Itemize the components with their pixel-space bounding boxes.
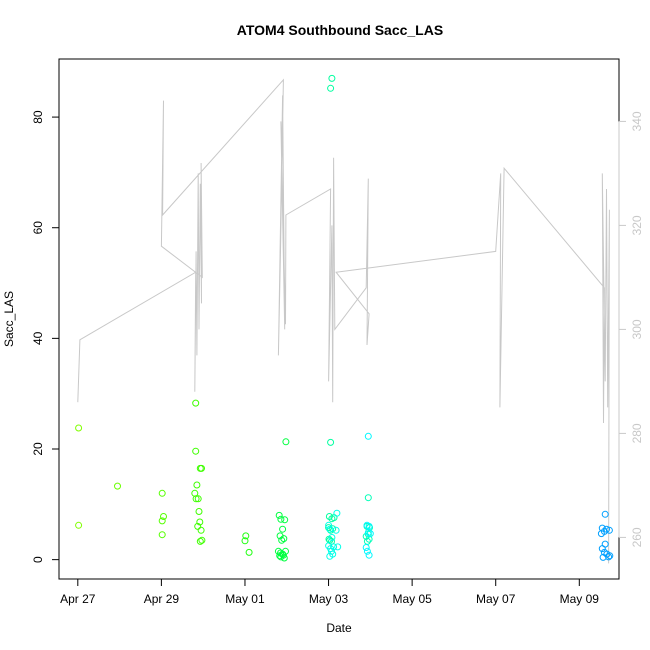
right-axis-line-series	[77, 78, 610, 564]
y-axis-label: Sacc_LAS	[2, 291, 16, 347]
y2-tick-label-0: 260	[630, 527, 644, 547]
scatter-point-5-6	[280, 535, 288, 543]
scatter-point-2-1	[160, 513, 167, 520]
scatter-point-4-0	[242, 532, 250, 540]
scatter-point-8-11	[326, 552, 334, 560]
y-axis-right: 260 280 300 320 340	[618, 111, 644, 547]
scatter-point-5-0	[275, 511, 283, 519]
x-tick-label-0: Apr 27	[60, 592, 96, 606]
scatter-point-5-11	[282, 547, 289, 555]
scatter-point-4-1	[241, 537, 249, 545]
scatter-point-4-2	[245, 548, 253, 556]
scatter-point-6-8	[329, 525, 337, 533]
scatter-point-10-0	[601, 510, 609, 518]
x-axis-label: Date	[326, 621, 352, 635]
scatter-point-9-6	[363, 547, 371, 555]
y-tick-label-1: 20	[31, 442, 45, 456]
scatter-point-3-0	[192, 399, 200, 407]
x-tick-label-6: May 09	[560, 592, 600, 606]
scatter-point-2-3	[158, 531, 166, 539]
scatter-point-5-13	[277, 553, 285, 561]
scatter-point-3-9	[196, 518, 204, 526]
scatter-point-9-0	[364, 432, 372, 440]
scatter-point-10-4	[605, 526, 613, 534]
scatter-point-1-0	[114, 482, 121, 490]
scatter-point-5-3	[279, 525, 287, 533]
scatter-point-8-8	[334, 543, 342, 551]
scatter-point-8-0	[333, 509, 341, 517]
scatter-point-5-15	[282, 438, 290, 446]
scatter-point-8-3	[332, 526, 340, 534]
plot-area	[58, 58, 620, 580]
scatter-point-3-4	[194, 495, 202, 503]
scatter-point-8-7	[330, 543, 338, 551]
scatter-point-7-0	[364, 494, 372, 502]
scatter-point-3-1	[192, 447, 200, 455]
y2-tick-label-3: 320	[630, 215, 644, 235]
scatter-point-6-1	[327, 84, 335, 92]
scatter-point-10-7	[598, 545, 606, 553]
scatter-point-6-2	[327, 438, 335, 446]
scatter-point-8-1	[325, 521, 333, 529]
scatter-point-5-5	[278, 536, 286, 544]
scatter-point-5-2	[281, 516, 289, 524]
scatter-point-10-5	[597, 530, 605, 538]
y-tick-label-0: 0	[31, 556, 45, 563]
chart-title: ATOM4 Southbound Sacc_LAS	[237, 22, 443, 38]
scatter-points	[75, 74, 614, 562]
y2-tick-label-4: 340	[630, 111, 644, 131]
scatter-point-0-0	[75, 424, 83, 432]
scatter-point-3-11	[197, 526, 205, 534]
scatter-point-10-11	[599, 553, 607, 561]
scatter-point-8-4	[328, 534, 336, 541]
x-tick-label-1: Apr 29	[144, 592, 180, 606]
scatter-point-10-12	[606, 552, 614, 560]
y2-tick-label-1: 280	[630, 423, 644, 443]
scatter-point-6-0	[328, 74, 336, 82]
scatter-point-3-7	[195, 508, 203, 515]
y2-tick-label-2: 300	[630, 319, 644, 339]
line-series-trace	[77, 78, 610, 564]
scatter-point-2-0	[158, 489, 166, 497]
scatter-point-0-1	[75, 521, 83, 529]
scatter-point-9-7	[365, 551, 373, 559]
scatter-point-3-13	[196, 537, 204, 545]
scatter-point-3-3	[193, 481, 201, 489]
y-tick-label-3: 60	[31, 221, 45, 235]
scatter-point-9-4	[364, 529, 372, 536]
x-axis: Apr 27 Apr 29 May 01 May 03 May 05 May 07 May …	[60, 578, 600, 606]
x-tick-label-3: May 03	[309, 592, 349, 606]
scatter-point-5-1	[277, 515, 285, 523]
scatter-point-3-5	[192, 495, 200, 503]
y-tick-label-2: 40	[31, 331, 45, 345]
y-tick-label-4: 80	[31, 110, 45, 124]
y-axis-left: 0 20 40 60 80	[31, 110, 60, 563]
x-tick-label-2: May 01	[225, 592, 265, 606]
scatter-point-3-12	[198, 536, 206, 544]
scatter-point-2-2	[158, 517, 166, 525]
x-tick-label-4: May 05	[392, 592, 432, 606]
scatter-point-3-8	[198, 464, 205, 472]
scatter-point-3-10	[194, 522, 202, 530]
scatter-point-5-14	[280, 554, 288, 562]
scatter-point-9-5	[362, 544, 370, 551]
x-tick-label-5: May 07	[476, 592, 516, 606]
